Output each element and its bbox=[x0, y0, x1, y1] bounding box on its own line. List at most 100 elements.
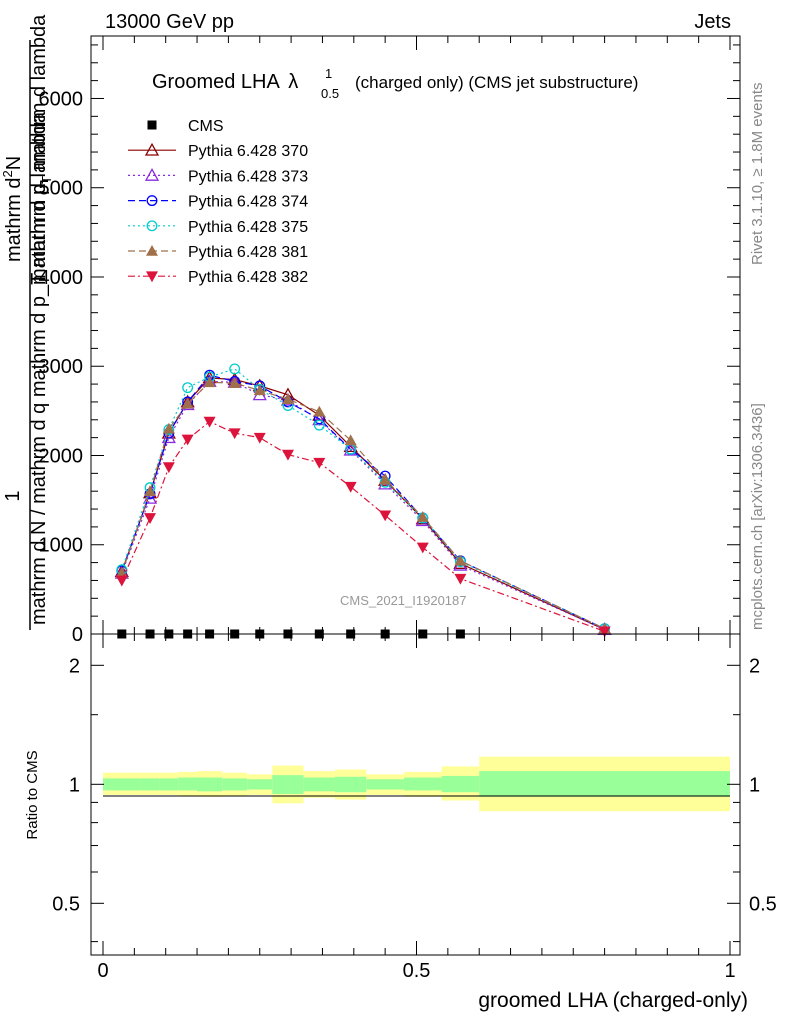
data-point bbox=[146, 195, 158, 207]
ylabel-mid-f: mathrm d lambda bbox=[28, 14, 50, 176]
title-suffix: (charged only) (CMS jet substructure) bbox=[355, 73, 638, 92]
ratio-band-inner bbox=[197, 777, 223, 792]
ratio-band-inner bbox=[441, 775, 480, 793]
title-symbol: λ bbox=[288, 71, 298, 93]
data-point bbox=[229, 363, 241, 375]
data-point bbox=[228, 428, 241, 440]
ratio-ytick-label: 1 bbox=[69, 774, 80, 796]
ylabel-top-a: mathrm d bbox=[3, 178, 25, 262]
legend-label: Pythia 6.428 381 bbox=[188, 244, 308, 261]
data-point bbox=[115, 567, 128, 579]
ytick-label: 0 bbox=[72, 624, 83, 646]
ytick-label: 6000 bbox=[39, 88, 84, 110]
ratio-ytick-label-right: 0.5 bbox=[749, 893, 777, 915]
data-point bbox=[281, 393, 294, 405]
data-point bbox=[144, 485, 157, 496]
data-point bbox=[253, 432, 266, 444]
data-point bbox=[416, 511, 429, 522]
legend-entry: CMS bbox=[147, 118, 224, 135]
ytick-label: 5000 bbox=[39, 178, 84, 200]
ylabel-denominator-top: mathrm d2N bbox=[0, 156, 25, 262]
data-point bbox=[454, 554, 467, 566]
ratio-ticks: 0.5 0.5 1 1 2 2 0 0.5 1 bbox=[52, 634, 777, 982]
ratio-band-inner bbox=[103, 778, 141, 791]
chart-title: Groomed LHA λ 1 0.5 (charged only) (CMS … bbox=[152, 66, 638, 101]
data-point bbox=[162, 422, 175, 434]
data-point bbox=[181, 397, 194, 409]
main-ylabel: 1 mathrm d2N mathrm d pT mathrm d lambda… bbox=[0, 14, 54, 630]
rivet-label: Rivet 3.1.10, ≥ 1.8M events bbox=[749, 83, 766, 266]
data-point bbox=[379, 510, 392, 522]
data-point bbox=[147, 120, 157, 130]
ratio-bands bbox=[103, 756, 730, 812]
legend-entry: Pythia 6.428 373 bbox=[128, 168, 308, 185]
xtick-label: 1 bbox=[724, 960, 735, 982]
data-point bbox=[598, 626, 611, 638]
data-point bbox=[115, 575, 128, 587]
header-left: 13000 GeV pp bbox=[105, 11, 234, 33]
legend-entry: Pythia 6.428 382 bbox=[128, 269, 308, 286]
legend-label: Pythia 6.428 374 bbox=[188, 194, 308, 211]
ratio-band-inner bbox=[178, 777, 198, 791]
series-6 bbox=[115, 416, 611, 638]
header-right: Jets bbox=[694, 11, 731, 33]
series-line bbox=[121, 380, 605, 631]
ratio-frame bbox=[90, 633, 741, 956]
ylabel-mid-e: T bbox=[39, 176, 54, 184]
ylabel-top-c: N bbox=[3, 156, 25, 170]
data-point bbox=[313, 457, 326, 469]
data-point bbox=[344, 434, 357, 446]
ylabel-numerator: 1 bbox=[2, 490, 24, 501]
ratio-band-inner bbox=[140, 778, 160, 791]
mcplots-label: mcplots.cern.ch [arXiv:1306.3436] bbox=[749, 403, 766, 630]
ratio-ytick-label: 0.5 bbox=[52, 893, 80, 915]
ratio-ylabel: Ratio to CMS bbox=[24, 750, 41, 839]
ytick-label: 3000 bbox=[39, 356, 84, 378]
ytick-label: 2000 bbox=[39, 445, 84, 467]
ylabel-denominator-bottom: mathrm d N / mathrm d q mathrm d p_T mat… bbox=[28, 111, 50, 625]
data-point bbox=[144, 142, 160, 156]
data-point bbox=[144, 168, 160, 181]
xlabel: groomed LHA (charged-only) bbox=[478, 989, 748, 1012]
data-point bbox=[343, 442, 358, 456]
series-5 bbox=[115, 376, 611, 634]
data-point bbox=[146, 220, 158, 232]
legend-entry: Pythia 6.428 374 bbox=[128, 194, 308, 211]
data-point bbox=[379, 473, 392, 485]
ylabel-denominator-mid: mathrm d pT mathrm d lambda bbox=[28, 14, 54, 285]
ratio-band-inner bbox=[272, 775, 304, 795]
data-point bbox=[454, 573, 467, 585]
ratio-band-inner bbox=[222, 778, 248, 791]
ratio-band-inner bbox=[366, 779, 404, 790]
ratio-band-inner bbox=[403, 777, 442, 791]
ratio-ytick-label-right: 2 bbox=[749, 655, 760, 677]
data-point bbox=[162, 462, 175, 474]
ratio-band-inner bbox=[247, 779, 273, 790]
svg-text:Groomed LHA λ: Groomed LHA λ bbox=[152, 71, 298, 93]
ratio-ytick-label: 2 bbox=[69, 655, 80, 677]
ylabel-mid-d: mathrm d p bbox=[28, 184, 50, 285]
data-point bbox=[228, 377, 241, 388]
ratio-band-inner bbox=[159, 778, 179, 791]
series-line bbox=[121, 368, 605, 630]
series-line bbox=[121, 377, 605, 631]
legend-label: Pythia 6.428 375 bbox=[188, 219, 308, 236]
title-sup: 1 bbox=[325, 66, 332, 81]
series-line bbox=[121, 381, 605, 630]
legend-entry: Pythia 6.428 381 bbox=[128, 244, 308, 261]
data-point bbox=[146, 271, 158, 283]
data-point bbox=[253, 384, 266, 396]
xtick-label: 0.5 bbox=[403, 960, 431, 982]
data-point bbox=[203, 376, 216, 388]
legend-label: Pythia 6.428 382 bbox=[188, 269, 308, 286]
data-point bbox=[281, 449, 294, 461]
data-point bbox=[146, 245, 158, 256]
ratio-band-inner bbox=[334, 776, 367, 793]
data-point bbox=[182, 382, 194, 394]
main-plot: 0 1000 2000 3000 4000 5000 6000 Groomed LHA λ … bbox=[39, 35, 741, 646]
watermark: CMS_2021_I1920187 bbox=[340, 593, 467, 608]
data-point bbox=[416, 542, 429, 554]
series-line bbox=[121, 374, 605, 630]
legend-entry: Pythia 6.428 375 bbox=[128, 219, 308, 236]
